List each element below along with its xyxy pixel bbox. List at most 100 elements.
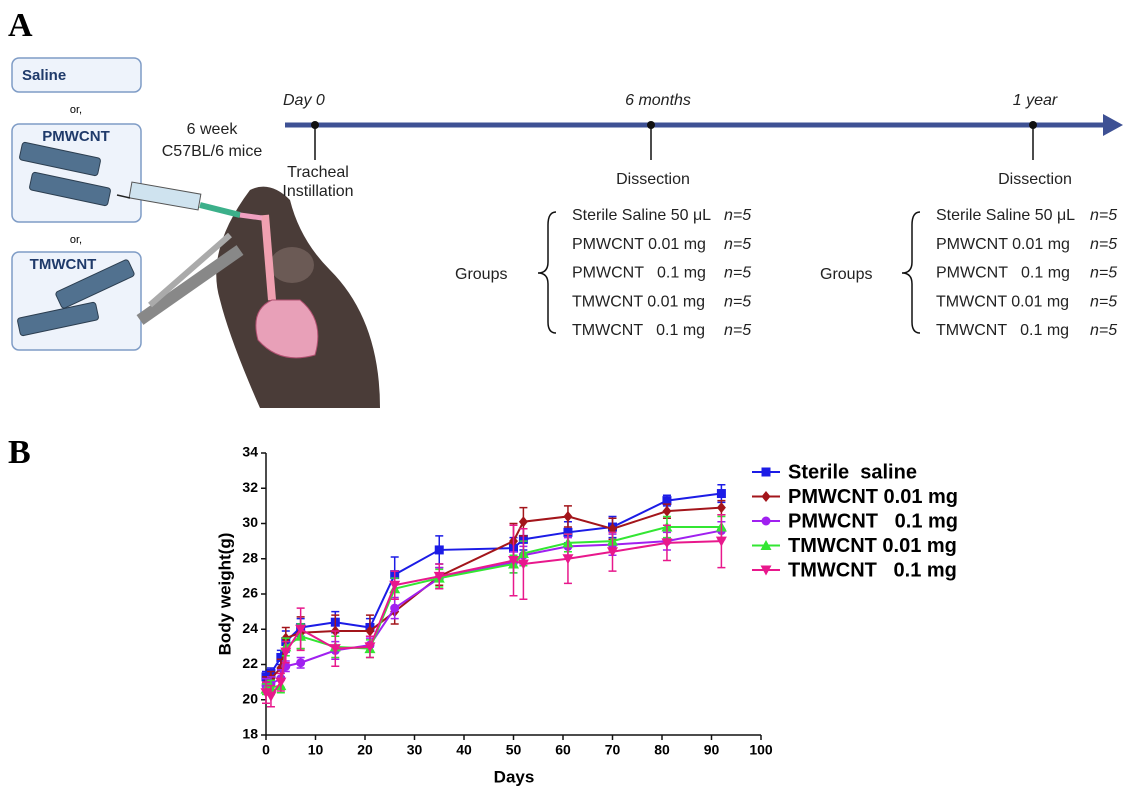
event: Dissection bbox=[998, 171, 1072, 188]
y-tick-label: 26 bbox=[242, 585, 258, 601]
timeline-dot bbox=[311, 121, 319, 129]
group-n: n=5 bbox=[724, 236, 751, 253]
group-n: n=5 bbox=[1090, 293, 1117, 310]
group-item: PMWCNT 0.01 mg bbox=[936, 236, 1070, 253]
x-tick-label: 30 bbox=[407, 742, 423, 758]
group-n: n=5 bbox=[1090, 322, 1117, 339]
legend-label: TMWCNT 0.01 mg bbox=[788, 535, 957, 557]
series-line bbox=[265, 529, 722, 687]
y-tick-label: 28 bbox=[242, 549, 258, 565]
marker bbox=[329, 644, 341, 655]
marker bbox=[434, 545, 444, 555]
panel-label: A bbox=[8, 7, 33, 44]
marker bbox=[517, 559, 529, 570]
group-item: PMWCNT 0.01 mg bbox=[572, 236, 706, 253]
x-tick-label: 100 bbox=[749, 742, 773, 758]
mice-label: 6 week bbox=[187, 121, 239, 138]
marker bbox=[518, 516, 528, 528]
y-tick-label: 32 bbox=[242, 479, 258, 495]
x-tick-label: 50 bbox=[506, 742, 522, 758]
y-tick-label: 20 bbox=[242, 690, 258, 706]
timeline-markers bbox=[314, 125, 1034, 160]
separator: or, bbox=[70, 104, 82, 116]
x-tick-label: 40 bbox=[456, 742, 472, 758]
legend-label: TMWCNT 0.1 mg bbox=[788, 559, 957, 581]
panel-label: B bbox=[8, 434, 31, 471]
group-item: PMWCNT 0.1 mg bbox=[936, 265, 1070, 282]
nanotube-icon bbox=[17, 259, 135, 337]
legend-label: PMWCNT 0.01 mg bbox=[788, 486, 958, 508]
marker bbox=[661, 538, 673, 549]
marker bbox=[715, 536, 727, 547]
legend-marker bbox=[761, 467, 771, 477]
group-item: PMWCNT 0.1 mg bbox=[572, 265, 706, 282]
marker bbox=[275, 677, 287, 688]
material: Saline bbox=[22, 67, 66, 84]
marker bbox=[716, 489, 726, 499]
marker bbox=[296, 658, 306, 668]
marker bbox=[508, 556, 519, 567]
mice-label: C57BL/6 mice bbox=[162, 143, 263, 160]
nanotube-icon bbox=[19, 141, 111, 207]
marker bbox=[433, 571, 445, 582]
group-item: TMWCNT 0.1 mg bbox=[936, 322, 1069, 339]
legend-marker bbox=[760, 565, 772, 576]
marker bbox=[390, 603, 400, 613]
marker bbox=[563, 527, 573, 537]
material-box bbox=[11, 57, 142, 93]
marker bbox=[608, 523, 617, 535]
marker bbox=[295, 624, 307, 635]
legend-label: PMWCNT 0.1 mg bbox=[788, 510, 958, 532]
legend-marker bbox=[761, 491, 771, 502]
marker bbox=[280, 647, 292, 658]
x-tick-label: 20 bbox=[357, 742, 373, 758]
group-label: Groups bbox=[820, 266, 872, 283]
group-item: TMWCNT 0.1 mg bbox=[572, 322, 705, 339]
marker bbox=[364, 642, 376, 653]
y-tick-label: 24 bbox=[242, 620, 258, 636]
group-n: n=5 bbox=[1090, 265, 1117, 282]
legend-label: Sterile saline bbox=[788, 461, 917, 483]
event: Dissection bbox=[616, 171, 690, 188]
timeline-dot bbox=[1029, 121, 1037, 129]
group-item: Sterile Saline 50 μL bbox=[572, 207, 711, 224]
timepoint: Day 0 bbox=[283, 92, 325, 109]
x-tick-label: 70 bbox=[605, 742, 621, 758]
marker bbox=[365, 625, 375, 637]
y-tick-label: 30 bbox=[242, 514, 258, 530]
marker bbox=[662, 496, 672, 506]
material: PMWCNT bbox=[42, 128, 110, 145]
event: Instillation bbox=[282, 183, 353, 200]
group-n: n=5 bbox=[1090, 236, 1117, 253]
group-n: n=5 bbox=[1090, 207, 1117, 224]
timepoint: 1 year bbox=[1013, 92, 1058, 109]
brace bbox=[537, 211, 557, 334]
group-item: TMWCNT 0.01 mg bbox=[936, 293, 1069, 310]
x-axis-label: Days bbox=[494, 767, 535, 786]
marker bbox=[260, 688, 272, 699]
timeline-dot bbox=[647, 121, 655, 129]
x-tick-label: 90 bbox=[704, 742, 720, 758]
marker bbox=[716, 502, 726, 514]
group-label: Groups bbox=[455, 266, 507, 283]
separator: or, bbox=[70, 234, 82, 246]
marker bbox=[389, 580, 401, 591]
y-tick-label: 34 bbox=[242, 444, 258, 460]
timepoint: 6 months bbox=[625, 92, 691, 109]
legend-marker bbox=[761, 516, 771, 526]
x-tick-label: 60 bbox=[555, 742, 571, 758]
mouse-illustration bbox=[116, 181, 380, 408]
group-n: n=5 bbox=[724, 207, 751, 224]
x-tick-label: 0 bbox=[262, 742, 270, 758]
marker bbox=[276, 652, 286, 662]
group-n: n=5 bbox=[724, 293, 751, 310]
marker bbox=[662, 505, 672, 517]
material: TMWCNT bbox=[30, 256, 97, 273]
group-n: n=5 bbox=[724, 265, 751, 282]
x-tick-label: 80 bbox=[654, 742, 670, 758]
y-tick-label: 18 bbox=[242, 726, 258, 742]
event: Tracheal bbox=[287, 164, 349, 181]
timeline-arrow bbox=[1103, 114, 1123, 136]
legend-marker bbox=[760, 540, 772, 550]
